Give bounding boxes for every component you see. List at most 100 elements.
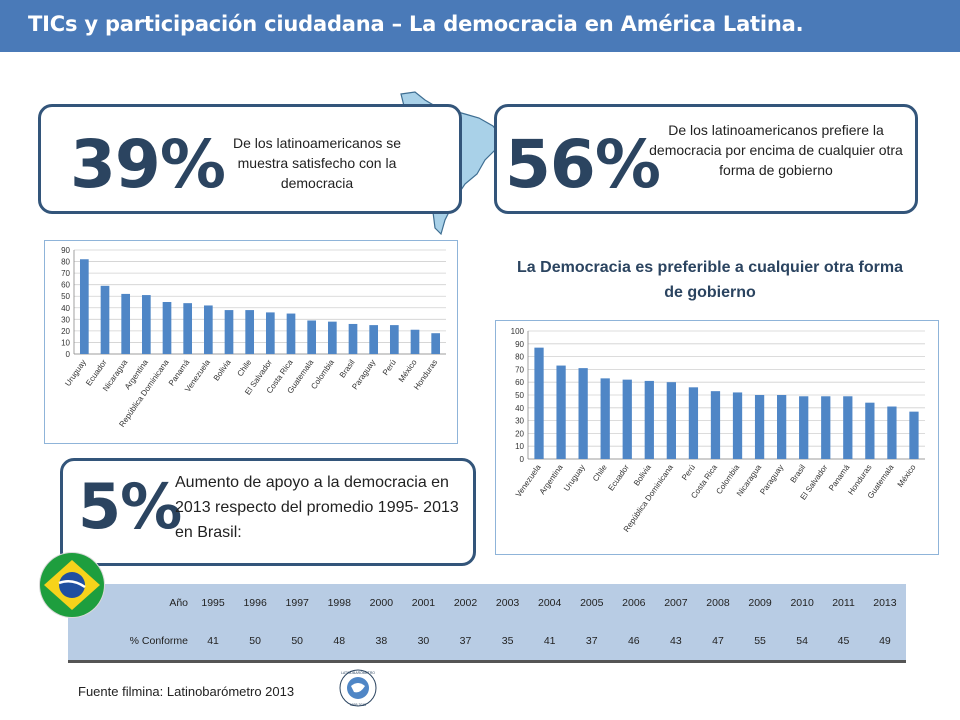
bar bbox=[389, 325, 399, 354]
stat-value-56: 56% bbox=[505, 126, 661, 203]
stat-card-satisfaction bbox=[38, 104, 462, 214]
x-tick-label: Venezuela bbox=[514, 463, 543, 499]
year-cell: 2003 bbox=[495, 597, 520, 609]
value-cell: 37 bbox=[459, 635, 472, 647]
logo-label: LATINOBARÓMETRO bbox=[341, 670, 375, 675]
value-cell: 54 bbox=[796, 635, 808, 647]
x-tick-label: Brasil bbox=[338, 358, 357, 380]
year-cell: 2008 bbox=[706, 597, 730, 609]
x-tick-label: Perú bbox=[381, 358, 398, 377]
value-cell: 50 bbox=[249, 635, 261, 647]
y-tick-label: 10 bbox=[61, 338, 70, 347]
row-label-year: Año bbox=[169, 597, 188, 609]
stat-card-brasil bbox=[60, 458, 476, 566]
year-cell: 2006 bbox=[622, 597, 646, 609]
y-tick-label: 70 bbox=[61, 269, 70, 278]
value-cell: 38 bbox=[375, 635, 388, 647]
stat-value-5: 5% bbox=[78, 470, 182, 543]
logo-years: 1995 2013 bbox=[350, 703, 366, 707]
year-cell: 2011 bbox=[832, 597, 855, 609]
x-tick-label: Bolivia bbox=[212, 358, 233, 383]
bar bbox=[578, 368, 588, 459]
year-cell: 2002 bbox=[453, 597, 478, 609]
x-tick-label: México bbox=[896, 463, 918, 489]
bar bbox=[799, 396, 809, 459]
chart-satisfaction: 0102030405060708090UruguayEcuadorNicarag… bbox=[61, 246, 446, 429]
bar bbox=[162, 302, 172, 354]
bar bbox=[644, 380, 654, 459]
x-tick-label: Chile bbox=[235, 358, 253, 379]
y-tick-label: 20 bbox=[515, 429, 524, 438]
chart-preference: 0102030405060708090100VenezuelaArgentina… bbox=[511, 327, 925, 534]
value-cell: 55 bbox=[754, 635, 766, 647]
value-cell: 43 bbox=[670, 635, 682, 647]
bar bbox=[887, 406, 897, 459]
year-cell: 2013 bbox=[873, 597, 897, 609]
value-cell: 45 bbox=[837, 635, 850, 647]
bar bbox=[600, 378, 610, 459]
bar bbox=[224, 310, 234, 354]
value-cell: 30 bbox=[417, 635, 430, 647]
bar bbox=[666, 382, 676, 459]
value-cell: 49 bbox=[879, 635, 891, 647]
value-cell: 41 bbox=[543, 635, 556, 647]
y-tick-label: 60 bbox=[61, 281, 70, 290]
bar bbox=[556, 365, 566, 459]
bar bbox=[622, 379, 632, 459]
y-tick-label: 100 bbox=[511, 327, 525, 336]
y-tick-label: 80 bbox=[515, 353, 524, 362]
y-tick-label: 40 bbox=[515, 404, 524, 413]
value-cell: 35 bbox=[501, 635, 514, 647]
bar bbox=[369, 325, 379, 354]
bar bbox=[777, 395, 787, 459]
brasil-data-table: Año 1995 1996 1997 1998 2000 2001 2002 2003 2004 2… bbox=[68, 584, 906, 663]
year-cell: 2010 bbox=[790, 597, 814, 609]
year-cell: 2004 bbox=[537, 597, 562, 609]
value-cell: 41 bbox=[207, 635, 219, 647]
bar bbox=[245, 310, 255, 354]
latinobarometro-logo: LATINOBARÓMETRO 1995 2013 bbox=[339, 669, 377, 707]
row-label-conforme: % Conforme bbox=[129, 635, 188, 647]
x-tick-label: Chile bbox=[591, 463, 609, 484]
bar bbox=[754, 395, 765, 459]
table-row-values: % Conforme 41 50 50 48 38 30 37 35 41 37 46 43 47 55 54… bbox=[68, 622, 906, 662]
stat-text-5: Aumento de apoyo a la democracia en 2013… bbox=[175, 474, 459, 541]
y-tick-label: 20 bbox=[61, 327, 70, 336]
bar bbox=[327, 321, 337, 354]
bar bbox=[100, 285, 110, 354]
bar bbox=[821, 396, 831, 459]
value-cell: 50 bbox=[291, 635, 304, 647]
y-tick-label: 0 bbox=[66, 350, 71, 359]
year-cell: 1996 bbox=[243, 597, 267, 609]
y-tick-label: 30 bbox=[61, 315, 70, 324]
x-tick-label: Uruguay bbox=[562, 463, 587, 493]
bar bbox=[534, 347, 544, 459]
table-row-years: Año 1995 1996 1997 1998 2000 2001 2002 2003 2004 2… bbox=[68, 584, 906, 622]
y-tick-label: 0 bbox=[520, 455, 525, 464]
value-cell: 46 bbox=[627, 635, 640, 647]
value-cell: 37 bbox=[585, 635, 598, 647]
y-tick-label: 30 bbox=[515, 417, 524, 426]
y-tick-label: 50 bbox=[515, 391, 524, 400]
bar bbox=[141, 295, 151, 354]
y-tick-label: 80 bbox=[61, 258, 70, 267]
bar bbox=[732, 392, 743, 459]
bar bbox=[286, 313, 296, 354]
year-cell: 2005 bbox=[580, 597, 604, 609]
year-cell: 2009 bbox=[748, 597, 772, 609]
header-bar: TICs y participación ciudadana – La demo… bbox=[0, 0, 960, 52]
bar bbox=[843, 396, 853, 459]
y-tick-label: 40 bbox=[61, 304, 70, 313]
x-tick-label: Bolivia bbox=[632, 463, 653, 488]
year-cell: 1998 bbox=[327, 597, 351, 609]
brazil-flag-icon bbox=[39, 552, 105, 618]
y-tick-label: 10 bbox=[515, 442, 524, 451]
y-tick-label: 70 bbox=[515, 365, 524, 374]
bar bbox=[183, 303, 193, 354]
year-cell: 1997 bbox=[285, 597, 309, 609]
year-cell: 1995 bbox=[201, 597, 225, 609]
value-cell: 48 bbox=[333, 635, 346, 647]
year-cell: 2001 bbox=[411, 597, 436, 609]
stat-text-56: De los latinoamericanos prefiere la demo… bbox=[649, 122, 903, 178]
y-tick-label: 50 bbox=[61, 292, 70, 301]
